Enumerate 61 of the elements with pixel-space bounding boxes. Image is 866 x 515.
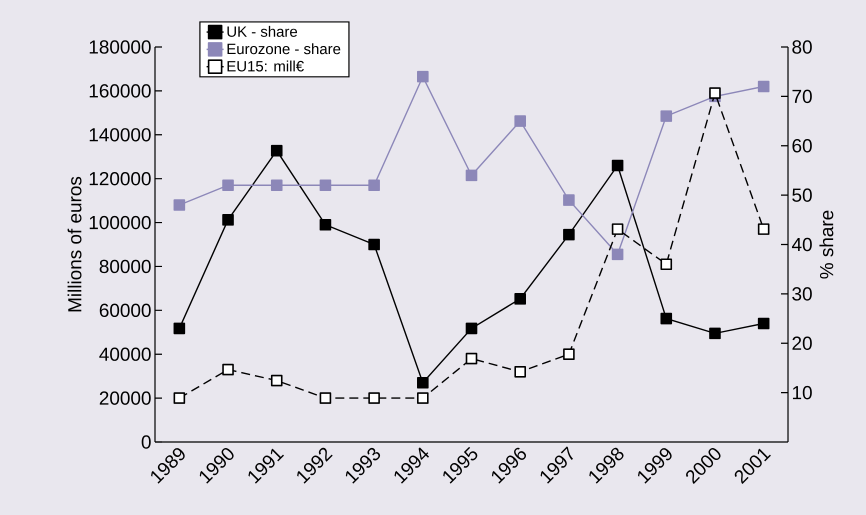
point [466, 322, 478, 334]
y2-tick-label: 80 [792, 40, 812, 54]
y-tick-label: 40000 [99, 348, 151, 361]
legend-label: UK - share [227, 26, 298, 37]
point [709, 328, 721, 340]
point [758, 318, 770, 330]
point [612, 160, 624, 172]
point [174, 199, 186, 211]
point [514, 366, 526, 378]
point [758, 223, 770, 235]
y2-tick-label: 50 [792, 188, 812, 202]
point [417, 392, 429, 404]
point [320, 392, 332, 404]
y-axis-title: Millions of euros [68, 176, 82, 312]
y2-tick-label: 10 [792, 386, 812, 400]
y-tick-label: 80000 [100, 260, 151, 274]
point [514, 115, 526, 127]
point [660, 110, 672, 122]
point [563, 228, 575, 240]
legend-label: Eurozone - share [228, 43, 340, 54]
point [758, 80, 770, 92]
point [174, 322, 186, 334]
y2-tick-label: 60 [792, 139, 812, 152]
y-tick-label: 120000 [90, 172, 151, 186]
y2-tick-label: 20 [792, 336, 812, 350]
y-tick-label: 60000 [100, 304, 151, 318]
y2-tick-label: 40 [792, 238, 812, 252]
point [563, 348, 575, 360]
point [612, 248, 624, 260]
point [270, 374, 283, 386]
legend-label: EU15: mill€ [228, 60, 304, 72]
point [222, 214, 234, 226]
point [563, 194, 575, 206]
y-tick-label: 160000 [90, 84, 151, 98]
point [320, 218, 332, 231]
y-tick-label: 180000 [90, 40, 151, 54]
point [466, 170, 478, 182]
point [368, 179, 380, 192]
y2-tick-label: 30 [792, 287, 812, 301]
point [612, 223, 624, 235]
point [466, 352, 478, 364]
point [368, 238, 380, 250]
y-tick-label: 100000 [90, 216, 151, 230]
point [660, 312, 672, 324]
y2-tick-label: 70 [792, 90, 812, 104]
point [222, 364, 234, 376]
y-tick-label: 140000 [90, 128, 151, 142]
point [417, 70, 429, 82]
point [270, 179, 283, 192]
point [514, 293, 526, 305]
point [417, 376, 429, 389]
point [174, 392, 186, 404]
y-tick-label: 20000 [100, 391, 151, 405]
y2-axis-title: % share [819, 210, 834, 279]
point [320, 179, 332, 192]
point [368, 392, 380, 404]
point [270, 144, 283, 156]
y-tick-label: 0 [142, 435, 151, 449]
point [660, 258, 672, 270]
point [222, 179, 234, 192]
point [709, 87, 721, 99]
